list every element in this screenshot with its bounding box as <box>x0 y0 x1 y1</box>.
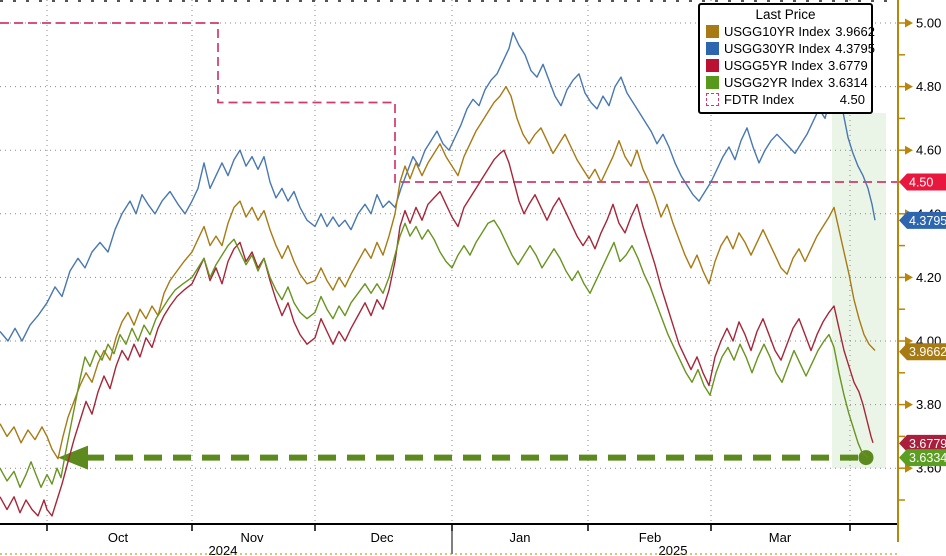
last-price-badge <box>899 449 946 467</box>
month-label: Mar <box>769 530 792 545</box>
y-axis-tick-arrow-icon <box>905 400 913 410</box>
y-axis-tick-arrow-icon <box>905 82 913 92</box>
y-axis-label: 4.60 <box>916 143 941 158</box>
series-line-usgg10yr <box>0 85 876 460</box>
y-axis-tick-arrow-icon <box>905 18 913 28</box>
annotation-end-dot <box>858 450 874 466</box>
last-price-badge-label: 3.6779 <box>909 437 946 451</box>
legend-value: 4.50 <box>839 92 865 107</box>
y-axis-label: 5.00 <box>916 16 941 31</box>
legend-title: Last Price <box>755 7 816 22</box>
last-price-badge-label: 4.50 <box>909 176 933 190</box>
legend-value: 3.6314 <box>828 75 868 90</box>
last-price-badge-label: 3.9662 <box>909 345 946 359</box>
year-label: 2025 <box>659 543 688 556</box>
legend-label: USGG30YR Index <box>724 41 831 56</box>
y-axis-label: 4.20 <box>916 270 941 285</box>
last-price-badge-label: 3.6334 <box>909 451 946 465</box>
month-label: Nov <box>240 530 264 545</box>
year-label: 2024 <box>209 543 238 556</box>
series-line-usgg2yr <box>0 219 869 488</box>
last-price-badge-label: 4.3795 <box>909 214 946 228</box>
legend-label: USGG2YR Index <box>724 75 823 90</box>
fdtr-step-line <box>0 22 897 183</box>
usgg10yr-swatch-icon <box>706 25 719 38</box>
month-label: Feb <box>639 530 661 545</box>
legend-box: Last Price USGG10YR Index 3.9662 USGG30Y… <box>698 3 875 114</box>
month-label: Dec <box>370 530 394 545</box>
usgg5yr-swatch-icon <box>706 59 719 72</box>
usgg2yr-swatch-icon <box>706 76 719 89</box>
legend-row-usgg30yr: USGG30YR Index 4.3795 <box>706 40 875 57</box>
legend-label: USGG5YR Index <box>724 58 823 73</box>
month-label: Jan <box>510 530 531 545</box>
legend-value: 3.6779 <box>828 58 868 73</box>
legend-value: 4.3795 <box>835 41 875 56</box>
legend-row-usgg10yr: USGG10YR Index 3.9662 <box>706 23 875 40</box>
legend-row-usgg5yr: USGG5YR Index 3.6779 <box>706 57 868 74</box>
month-label: Oct <box>108 530 129 545</box>
last-price-badge <box>899 211 946 229</box>
series-line-usgg30yr <box>0 31 876 342</box>
y-axis-label: 3.80 <box>916 397 941 412</box>
fdtr-swatch-icon <box>706 93 719 106</box>
legend-row-usgg2yr: USGG2YR Index 3.6314 <box>706 74 868 91</box>
last-price-badge <box>899 434 946 452</box>
last-price-badge <box>899 173 946 191</box>
legend-value: 3.9662 <box>835 24 875 39</box>
usgg30yr-swatch-icon <box>706 42 719 55</box>
legend-row-fdtr: FDTR Index 4.50 <box>706 91 865 108</box>
highlight-band <box>832 113 886 468</box>
legend-label: FDTR Index <box>724 92 795 107</box>
last-price-badge <box>899 343 946 361</box>
y-axis-label: 4.80 <box>916 79 941 94</box>
legend-label: USGG10YR Index <box>724 24 831 39</box>
annotation-left-arrowhead <box>58 445 88 470</box>
series-line-usgg5yr <box>0 149 874 517</box>
y-axis-tick-arrow-icon <box>905 145 913 155</box>
y-axis-tick-arrow-icon <box>905 272 913 282</box>
